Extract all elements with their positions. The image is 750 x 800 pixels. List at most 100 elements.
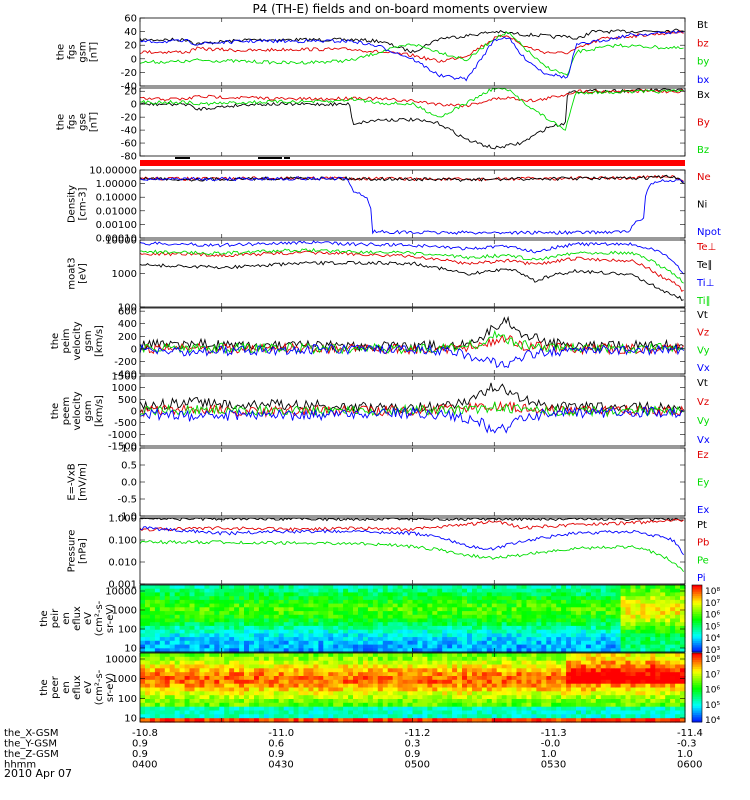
- spectrogram-cell: [209, 596, 215, 601]
- spectrogram-cell: [377, 702, 384, 708]
- spectrogram-cell: [204, 611, 210, 616]
- spectrogram-cell: [313, 599, 319, 605]
- spectrogram-cell: [363, 622, 369, 627]
- spectrogram-cell: [298, 592, 305, 597]
- spectrogram-cell: [491, 640, 498, 646]
- spectrogram-cell: [472, 695, 478, 700]
- spectrogram-cell: [194, 648, 201, 653]
- spectrogram-cell: [288, 625, 295, 631]
- spectrogram-cell: [635, 683, 642, 689]
- spectrogram-cell: [244, 611, 250, 616]
- spectrogram-cell: [254, 656, 260, 662]
- spectrogram-cell: [516, 603, 523, 608]
- spectrogram-cell: [204, 668, 210, 673]
- spectrogram-cell: [313, 668, 319, 673]
- spectrogram-cell: [526, 585, 533, 590]
- spectrogram-cell: [145, 585, 151, 590]
- spectrogram-cell: [645, 660, 651, 666]
- spectrogram-cell: [571, 695, 577, 700]
- spectrogram-cell: [521, 660, 528, 666]
- spectrogram-cell: [645, 607, 651, 612]
- ylabel-line: eflux: [72, 675, 83, 700]
- spectrogram-cell: [204, 625, 210, 631]
- spectrogram-cell: [283, 714, 290, 719]
- spectrogram-cell: [585, 653, 592, 658]
- spectrogram-cell: [536, 603, 542, 608]
- spectrogram-cell: [184, 660, 191, 666]
- spectrogram-cell: [283, 585, 290, 590]
- spectrogram-cell: [174, 629, 181, 634]
- spectrogram-cell: [600, 640, 607, 646]
- spectrogram-cell: [635, 592, 642, 597]
- spectrogram-cell: [581, 625, 587, 631]
- panel-frame: [139, 517, 686, 585]
- spectrogram-cell: [372, 618, 379, 623]
- spectrogram-cell: [670, 660, 676, 666]
- spectrogram-cell: [164, 718, 171, 723]
- spectrogram-cell: [308, 625, 315, 631]
- spectrogram-cell: [199, 683, 206, 689]
- spectrogram-cell: [536, 695, 542, 700]
- spectrogram-cell: [318, 614, 324, 620]
- spectrogram-cell: [214, 683, 220, 689]
- spectrogram-cell: [293, 699, 300, 704]
- spectrogram-cell: [581, 699, 587, 704]
- spectrogram-cell: [665, 683, 671, 689]
- spectrogram-cell: [194, 611, 201, 616]
- spectrogram-cell: [159, 656, 166, 662]
- ytick-label: 10: [124, 714, 137, 725]
- spectrogram-cell: [481, 603, 488, 608]
- spectrogram-cell: [214, 640, 220, 646]
- spectrogram-cell: [313, 648, 319, 653]
- spectrogram-cell: [417, 668, 424, 673]
- spectrogram-cell: [526, 679, 533, 685]
- spectrogram-cell: [239, 718, 245, 723]
- spectrogram-cell: [149, 714, 156, 719]
- spectrogram-cell: [229, 637, 235, 642]
- spectrogram-cell: [417, 664, 424, 669]
- spectrogram-cell: [283, 648, 290, 653]
- spectrogram-cell: [590, 660, 597, 666]
- spectrogram-cell: [358, 648, 364, 653]
- spectrogram-cell: [462, 687, 468, 692]
- spectrogram-cell: [387, 714, 394, 719]
- spectrogram-cell: [209, 687, 215, 692]
- spectrogram-cell: [184, 683, 191, 689]
- spectrogram-cell: [556, 644, 562, 649]
- spectrogram-cell: [645, 611, 651, 616]
- spectrogram-cell: [472, 664, 478, 669]
- colorbar-segment: [692, 705, 702, 709]
- spectrogram-cell: [204, 699, 210, 704]
- spectrogram-cell: [635, 710, 642, 715]
- spectrogram-cell: [581, 614, 587, 620]
- spectrogram-cell: [675, 695, 681, 700]
- spectrogram-cell: [427, 691, 433, 696]
- spectrogram-cell: [595, 614, 602, 620]
- spectrogram-cell: [551, 710, 557, 715]
- spectrogram-cell: [526, 687, 533, 692]
- spectrogram-cell: [204, 592, 210, 597]
- spectrogram-cell: [283, 656, 290, 662]
- spectrogram-cell: [556, 672, 562, 677]
- spectrogram-cell: [204, 614, 210, 620]
- spectrogram-cell: [263, 603, 270, 608]
- colorbar-tick-label: 10⁷: [705, 670, 720, 680]
- spectrogram-cell: [159, 664, 166, 669]
- spectrogram-cell: [268, 644, 275, 649]
- spectrogram-cell: [343, 714, 349, 719]
- spectrogram-cell: [377, 633, 384, 638]
- spectrogram-cell: [313, 714, 319, 719]
- spectrogram-cell: [585, 603, 592, 608]
- ytick-label: 1000: [112, 269, 137, 280]
- ylabel-line: en: [61, 612, 72, 625]
- spectrogram-cell: [417, 687, 424, 692]
- spectrogram-cell: [154, 691, 161, 696]
- spectrogram-cell: [501, 644, 508, 649]
- spectrogram-cell: [467, 699, 473, 704]
- spectrogram-cell: [452, 618, 458, 623]
- spectrogram-cell: [244, 622, 250, 627]
- spectrogram-cell: [219, 695, 225, 700]
- spectrogram-cell: [665, 622, 671, 627]
- spectrogram-cell: [571, 656, 577, 662]
- spectrogram-cell: [358, 706, 364, 712]
